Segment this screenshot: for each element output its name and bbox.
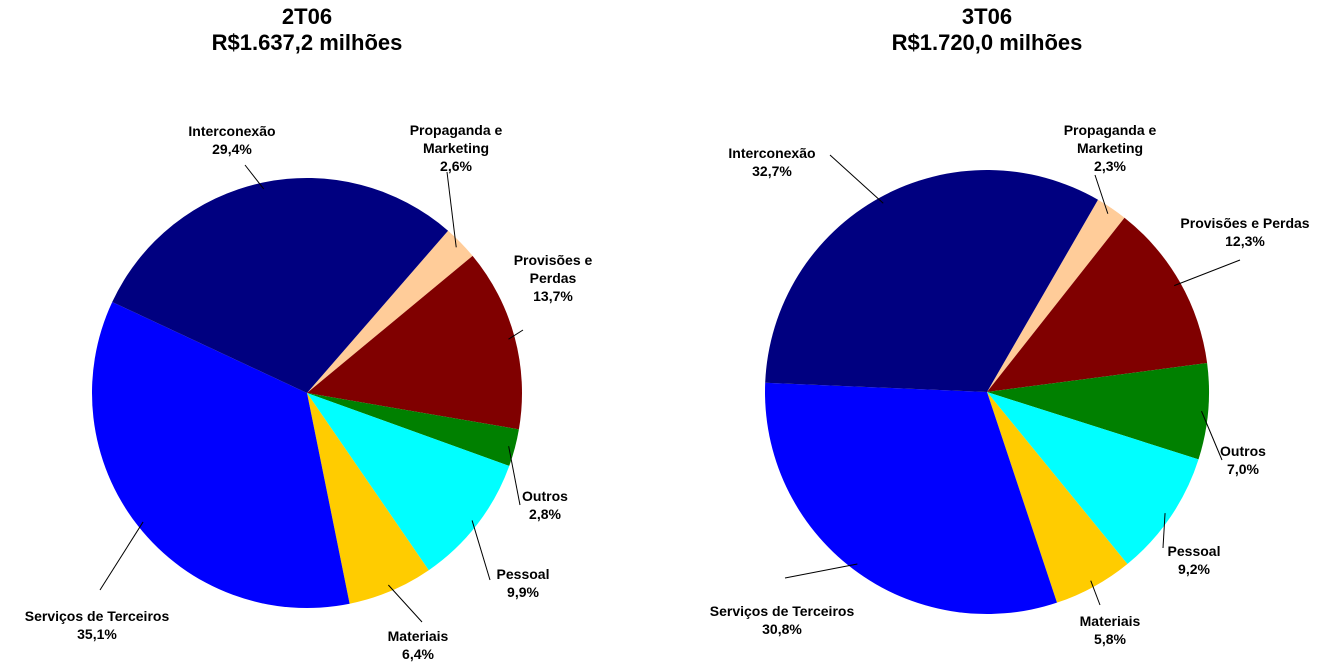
title: 2T06 [281, 4, 333, 29]
leader-line [387, 584, 423, 623]
leader-line [1201, 410, 1223, 461]
pie-slice [307, 393, 510, 571]
slice-label: Materiais 5,8% [1070, 612, 1150, 648]
category-label: Interconexão [728, 145, 816, 161]
pie-slice [987, 217, 1208, 392]
slice-label: Pessoal 9,2% [1154, 542, 1234, 578]
pie-slice [765, 169, 1098, 392]
slice-label: Materiais 6,4% [378, 627, 458, 663]
leader-line [244, 164, 265, 190]
value-label: 7,0% [1227, 461, 1259, 477]
slice-label: Serviços de Terceiros 30,8% [687, 602, 877, 638]
category-label: Provisões e Perdas [1180, 215, 1310, 231]
title: 3T06 [961, 4, 1013, 29]
pie-slice [92, 301, 350, 608]
category-label: Pessoal [1167, 543, 1221, 559]
slice-label: Provisões e Perdas 12,3% [1155, 214, 1335, 250]
pie-slice [307, 393, 429, 604]
slice-label: Interconexão 29,4% [177, 122, 287, 158]
value-label: 13,7% [533, 288, 573, 304]
slice-label: Serviços de Terceiros 35,1% [2, 607, 192, 643]
category-label: Pessoal [496, 566, 550, 582]
leader-line [471, 520, 491, 581]
category-label: Propaganda e Marketing [409, 122, 503, 156]
pie-slice [307, 393, 519, 466]
value-label: 2,6% [440, 158, 472, 174]
category-label: Materiais [387, 628, 449, 644]
slice-label: Outros 2,8% [510, 487, 580, 523]
slice-label: Propaganda e Marketing 2,3% [1055, 121, 1165, 175]
slice-label: Outros 7,0% [1208, 442, 1278, 478]
pie-slice [765, 382, 1057, 614]
category-label: Materiais [1079, 613, 1141, 629]
pie-slice [112, 177, 449, 393]
value-label: 12,3% [1225, 233, 1265, 249]
leader-line [1162, 513, 1166, 549]
pie-slice [307, 255, 522, 430]
value-label: 6,4% [402, 646, 434, 662]
leader-line [99, 521, 144, 591]
pie-slice [987, 392, 1128, 603]
value-label: 29,4% [212, 141, 252, 157]
subtitle: R$1.637,2 milhões [211, 30, 403, 55]
category-label: Outros [522, 488, 568, 504]
category-label: Interconexão [188, 123, 276, 139]
value-label: 32,7% [752, 163, 792, 179]
value-label: 9,2% [1178, 561, 1210, 577]
leader-line [508, 329, 524, 340]
category-label: Outros [1220, 443, 1266, 459]
leader-line [1090, 580, 1101, 606]
slice-label: Pessoal 9,9% [483, 565, 563, 601]
category-label: Provisões e Perdas [513, 252, 593, 286]
subtitle: R$1.720,0 milhões [891, 30, 1083, 55]
pie-slice [987, 199, 1125, 392]
value-label: 5,8% [1094, 631, 1126, 647]
chart-title: 2T06 R$1.637,2 milhões [107, 4, 507, 56]
value-label: 35,1% [77, 626, 117, 642]
value-label: 2,8% [529, 506, 561, 522]
pie-slice [987, 363, 1209, 460]
leader-line [784, 563, 858, 579]
leader-line [446, 171, 457, 248]
leader-line [508, 446, 521, 506]
pie-slice [307, 230, 473, 393]
pie-slice [987, 392, 1199, 564]
value-label: 9,9% [507, 584, 539, 600]
slice-label: Provisões e Perdas 13,7% [503, 251, 603, 305]
slice-label: Interconexão 32,7% [717, 144, 827, 180]
value-label: 30,8% [762, 621, 802, 637]
value-label: 2,3% [1094, 158, 1126, 174]
slice-label: Propaganda e Marketing 2,6% [401, 121, 511, 175]
leader-line [1174, 259, 1241, 287]
category-label: Serviços de Terceiros [709, 603, 855, 619]
category-label: Serviços de Terceiros [24, 608, 170, 624]
leader-line [829, 154, 884, 204]
leader-line [1094, 174, 1109, 214]
chart-title: 3T06 R$1.720,0 milhões [787, 4, 1187, 56]
category-label: Propaganda e Marketing [1063, 122, 1157, 156]
